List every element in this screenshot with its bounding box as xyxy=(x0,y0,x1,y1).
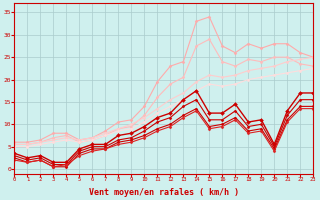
X-axis label: Vent moyen/en rafales ( km/h ): Vent moyen/en rafales ( km/h ) xyxy=(89,188,239,197)
